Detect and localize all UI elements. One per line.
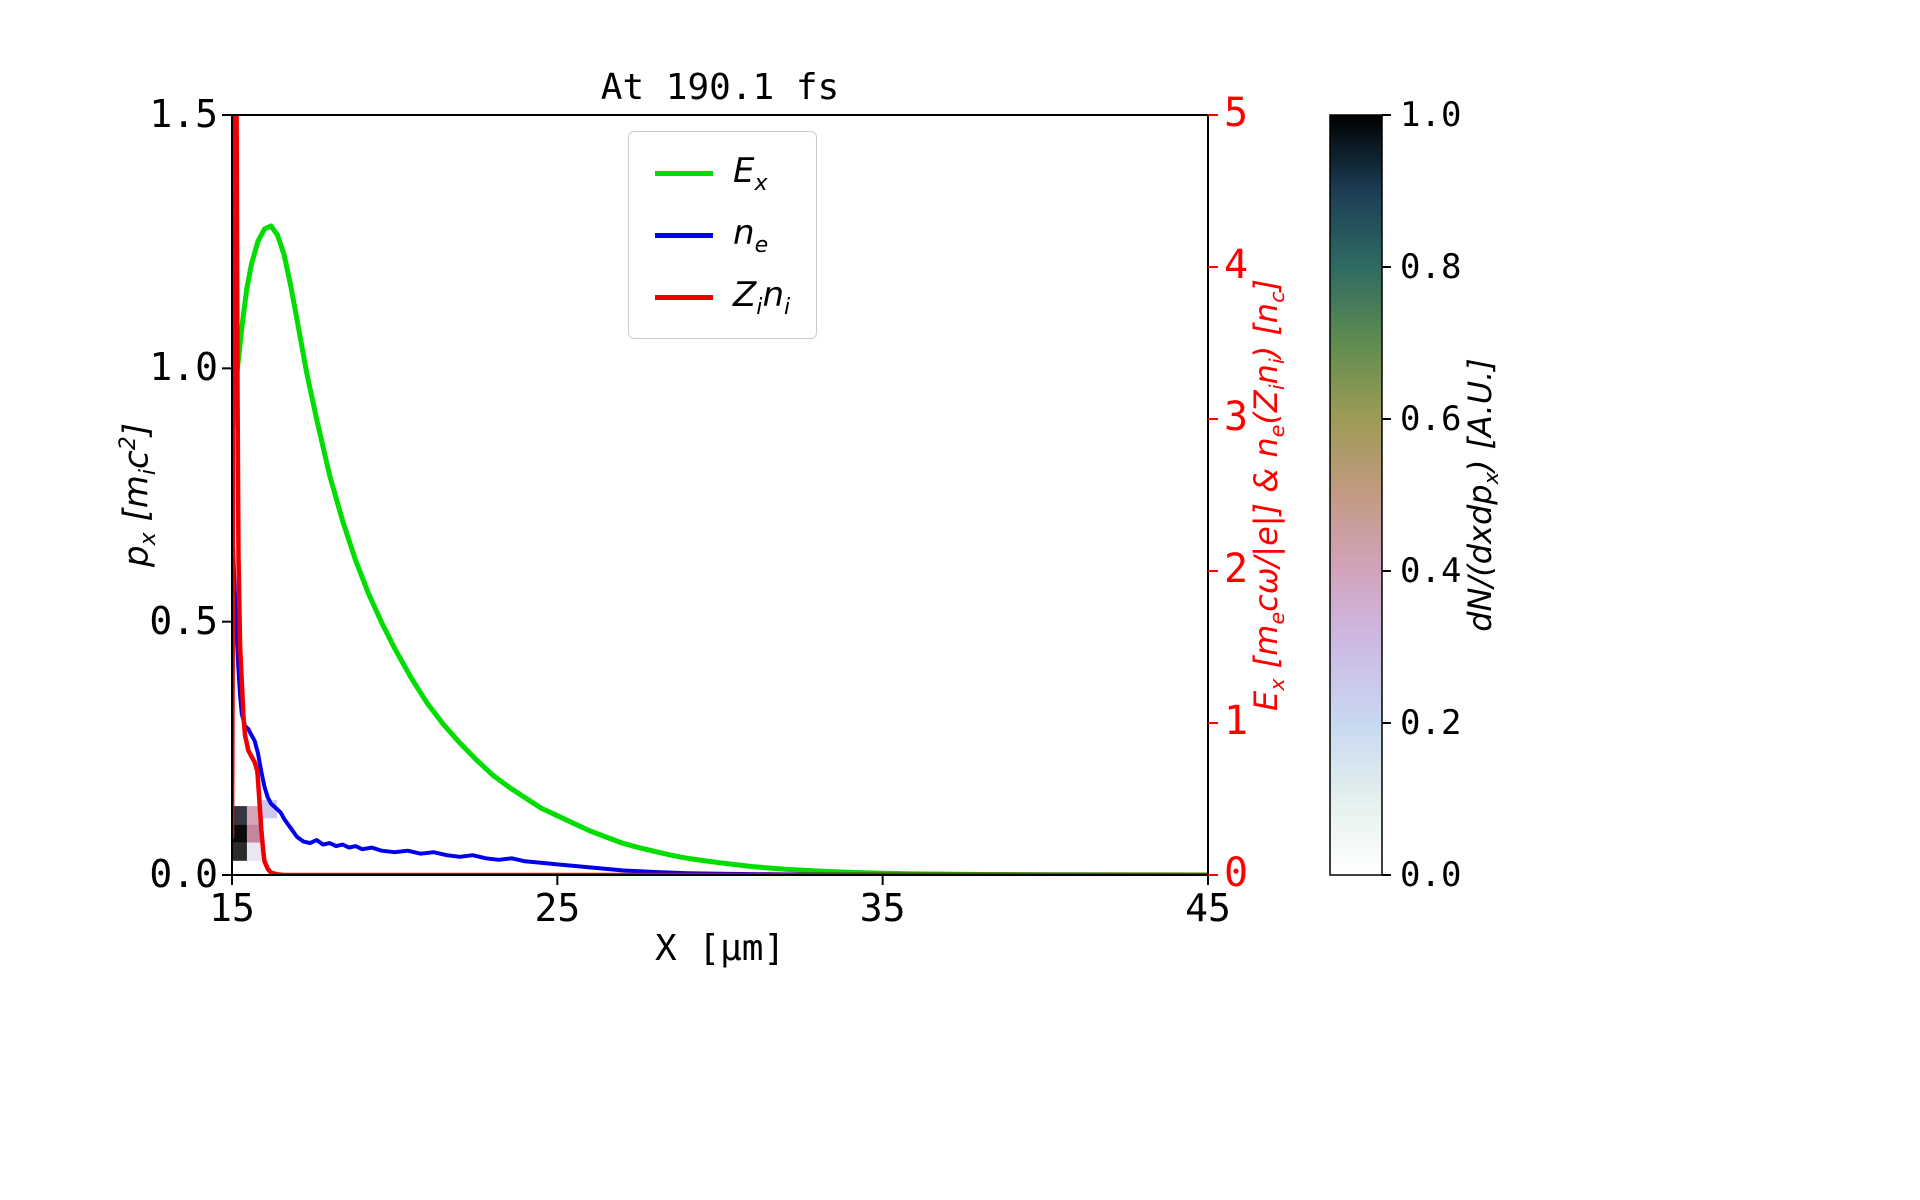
y-axis-label-right: Ex [mecω/|e|] & ne(Zini) [nc] [1246, 278, 1290, 712]
axes-frame [231, 114, 1209, 876]
legend-item-zini: Zini [655, 272, 790, 322]
y-tick-label-right: 5 [1224, 90, 1249, 136]
colorbar-tick-label: 0.6 [1400, 399, 1462, 439]
colorbar-tick-label: 1.0 [1400, 95, 1462, 135]
y-tick-label-right: 2 [1224, 546, 1249, 592]
legend-label-ex: Ex [733, 150, 768, 196]
histogram-cell [246, 842, 262, 861]
colorbar-tick-label: 0.4 [1400, 551, 1462, 591]
histogram-cell [246, 824, 262, 843]
legend-label-ne: ne [733, 212, 769, 258]
y-tick-label-right: 3 [1224, 394, 1249, 440]
legend-line-swatch-zini [655, 294, 713, 300]
x-tick-label: 25 [534, 886, 581, 930]
histogram-cell [232, 824, 247, 843]
y-tick-label-right: 1 [1224, 698, 1249, 744]
series-line-ne [232, 515, 1208, 875]
y-axis-label-left: px [mic2] [114, 422, 162, 568]
colorbar-label: dN/(dxdpx) [A.U.] [1460, 358, 1504, 632]
x-tick-label: 45 [1185, 886, 1231, 930]
y-tick-label-right: 4 [1224, 242, 1249, 288]
legend-line-swatch-ex [655, 170, 713, 176]
histogram-cell [232, 842, 247, 861]
colorbar-tick-label: 0.0 [1400, 855, 1462, 895]
x-tick-label: 35 [859, 886, 906, 930]
histogram-cell [232, 806, 247, 825]
colorbar-tick-label: 0.8 [1400, 247, 1462, 287]
y-tick-label-left: 0.0 [149, 852, 218, 896]
colorbar-tick-label: 0.2 [1400, 703, 1462, 743]
legend-label-zini: Zini [733, 274, 791, 320]
legend: Ex ne Zini [628, 131, 818, 339]
legend-item-ex: Ex [655, 148, 790, 198]
legend-line-swatch-ne [655, 232, 713, 238]
y-tick-label-left: 1.0 [149, 345, 218, 390]
plot-title: At 190.1 fs [600, 67, 840, 108]
legend-item-ne: ne [655, 210, 790, 260]
x-tick-label: 15 [209, 886, 255, 930]
colorbar-frame [1329, 114, 1383, 876]
x-axis-label: X [μm] [654, 928, 786, 969]
colorbar-gradient [1330, 115, 1382, 875]
series-line-Ex [232, 223, 1208, 875]
y-tick-label-left: 1.5 [149, 92, 218, 136]
y-tick-label-left: 0.5 [149, 598, 218, 643]
y-tick-label-right: 0 [1224, 850, 1249, 896]
